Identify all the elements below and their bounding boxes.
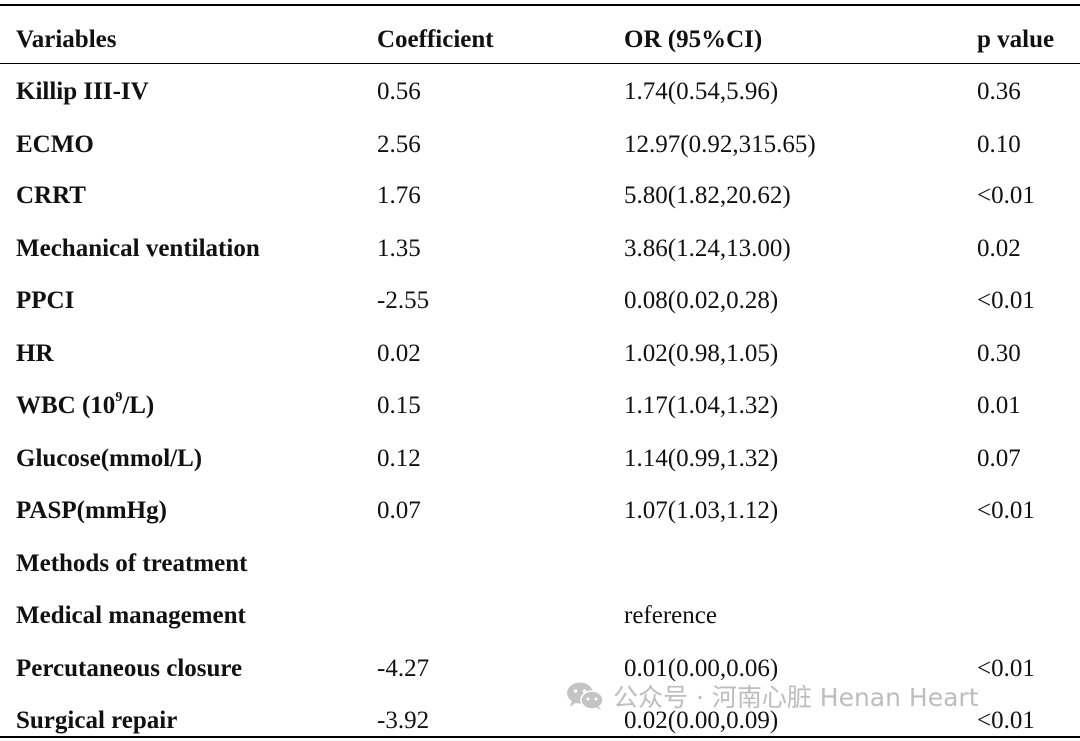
table-top-rule <box>0 4 1080 6</box>
row-pvalue: 0.02 <box>977 235 1021 262</box>
table-row: WBC (109/L) 0.15 1.17(1.04,1.32) 0.01 <box>0 386 1080 426</box>
row-pvalue: 0.36 <box>977 78 1021 105</box>
row-or: 0.08(0.02,0.28) <box>624 287 779 314</box>
row-variable: Percutaneous closure <box>16 655 243 682</box>
row-coefficient: 1.76 <box>377 182 421 209</box>
table-row: Medical management reference <box>0 596 1080 636</box>
row-variable: PPCI <box>16 287 75 314</box>
row-coefficient: 0.15 <box>377 392 421 419</box>
table-header-row: Variables Coefficient OR (95%CI) p value <box>0 20 1080 60</box>
table-row: Glucose(mmol/L) 0.12 1.14(0.99,1.32) 0.0… <box>0 439 1080 479</box>
row-pvalue: 0.01 <box>977 392 1021 419</box>
row-variable-prefix: WBC (10 <box>16 392 116 419</box>
row-pvalue: 0.10 <box>977 131 1021 158</box>
table-row: Surgical repair -3.92 0.02(0.00,0.09) <0… <box>0 701 1080 741</box>
table-header-rule <box>0 63 1080 64</box>
row-or: 3.86(1.24,13.00) <box>624 235 791 262</box>
row-variable: Mechanical ventilation <box>16 235 260 262</box>
row-coefficient: 0.07 <box>377 497 421 524</box>
row-variable: WBC (109/L) <box>16 386 154 426</box>
row-variable: Killip III-IV <box>16 78 149 105</box>
row-coefficient: -3.92 <box>377 707 430 734</box>
header-variables: Variables <box>16 26 117 53</box>
row-variable-superscript: 9 <box>115 389 123 405</box>
wechat-icon <box>567 682 604 710</box>
table-row: PASP(mmHg) 0.07 1.07(1.03,1.12) <0.01 <box>0 491 1080 531</box>
row-coefficient: -4.27 <box>377 655 430 682</box>
row-or: 1.14(0.99,1.32) <box>624 445 779 472</box>
header-coefficient: Coefficient <box>377 26 494 53</box>
row-coefficient: 0.12 <box>377 445 421 472</box>
row-variable: ECMO <box>16 131 94 158</box>
row-pvalue: 0.30 <box>977 340 1021 367</box>
row-variable: PASP(mmHg) <box>16 497 167 524</box>
row-pvalue: <0.01 <box>977 497 1035 524</box>
row-variable: Methods of treatment <box>16 550 248 577</box>
row-coefficient: 2.56 <box>377 131 421 158</box>
row-or: 5.80(1.82,20.62) <box>624 182 791 209</box>
row-variable: Glucose(mmol/L) <box>16 445 203 472</box>
watermark-text: 公众号 · 河南心脏 Henan Heart <box>613 683 979 712</box>
table-row: PPCI -2.55 0.08(0.02,0.28) <0.01 <box>0 281 1080 321</box>
table-row: Methods of treatment <box>0 544 1080 584</box>
row-coefficient: -2.55 <box>377 287 430 314</box>
row-pvalue: <0.01 <box>977 182 1035 209</box>
row-or: 0.02(0.00,0.09) <box>624 707 779 734</box>
row-pvalue: 0.07 <box>977 445 1021 472</box>
row-coefficient: 1.35 <box>377 235 421 262</box>
table-row: ECMO 2.56 12.97(0.92,315.65) 0.10 <box>0 125 1080 165</box>
row-variable: HR <box>16 340 54 367</box>
table-bottom-rule <box>0 736 1080 738</box>
row-or: 1.07(1.03,1.12) <box>624 497 779 524</box>
row-coefficient: 0.02 <box>377 340 421 367</box>
row-or: reference <box>624 602 717 629</box>
table-row: HR 0.02 1.02(0.98,1.05) 0.30 <box>0 334 1080 374</box>
row-pvalue: <0.01 <box>977 655 1035 682</box>
header-or: OR (95%CI) <box>624 26 763 53</box>
table-row: CRRT 1.76 5.80(1.82,20.62) <0.01 <box>0 176 1080 216</box>
row-or: 1.17(1.04,1.32) <box>624 392 779 419</box>
table-row: Percutaneous closure -4.27 0.01(0.00,0.0… <box>0 649 1080 689</box>
row-or: 12.97(0.92,315.65) <box>624 131 816 158</box>
row-or: 1.74(0.54,5.96) <box>624 78 779 105</box>
watermark: 公众号 · 河南心脏 Henan Heart <box>565 678 979 714</box>
header-pvalue: p value <box>977 26 1055 53</box>
row-coefficient: 0.56 <box>377 78 421 105</box>
row-or: 1.02(0.98,1.05) <box>624 340 779 367</box>
table-row: Mechanical ventilation 1.35 3.86(1.24,13… <box>0 229 1080 269</box>
row-variable-suffix: /L) <box>122 392 155 419</box>
row-or: 0.01(0.00,0.06) <box>624 655 779 682</box>
row-variable: Medical management <box>16 602 246 629</box>
row-pvalue: <0.01 <box>977 287 1035 314</box>
row-variable: CRRT <box>16 182 86 209</box>
row-variable: Surgical repair <box>16 707 178 734</box>
row-pvalue: <0.01 <box>977 707 1035 734</box>
table-row: Killip III-IV 0.56 1.74(0.54,5.96) 0.36 <box>0 72 1080 112</box>
